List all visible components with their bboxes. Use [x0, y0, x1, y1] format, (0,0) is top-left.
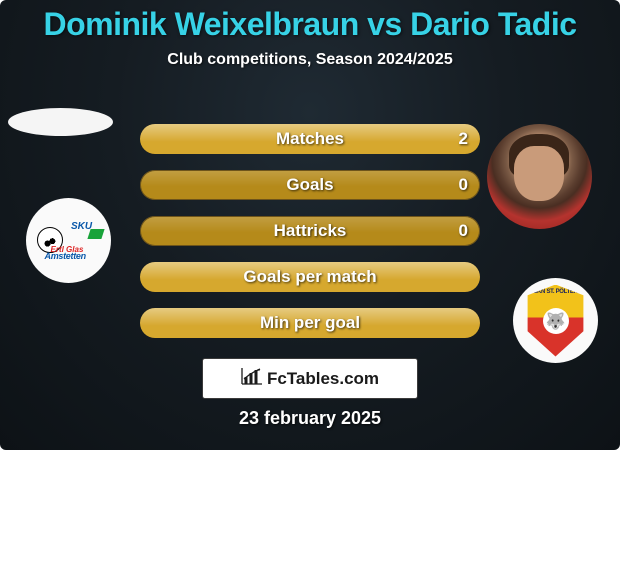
stat-bar-goals: Goals 0 — [140, 170, 480, 200]
stat-bar-matches: Matches 2 — [140, 124, 480, 154]
brand-pill[interactable]: FcTables.com — [202, 358, 418, 399]
stat-value: 0 — [459, 170, 468, 200]
stat-value: 2 — [459, 124, 468, 154]
stat-label: Min per goal — [140, 308, 480, 338]
brand-text: FcTables.com — [267, 369, 379, 389]
stat-bar-hattricks: Hattricks 0 — [140, 216, 480, 246]
club1-badge-graphic: SKU Ertl Glas Amstetten — [37, 221, 101, 261]
player1-avatar-placeholder — [8, 108, 113, 136]
comparison-subtitle: Club competitions, Season 2024/2025 — [0, 51, 620, 69]
club2-arc-text: SKN ST. PÖLTEN — [525, 289, 587, 295]
snapshot-date: 23 february 2025 — [0, 408, 620, 429]
player1-club-badge: SKU Ertl Glas Amstetten — [26, 198, 111, 283]
player2-avatar — [487, 124, 592, 229]
stat-label: Goals — [140, 170, 480, 200]
stat-bar-min-per-goal: Min per goal — [140, 308, 480, 338]
stat-label: Goals per match — [140, 262, 480, 292]
stat-label: Matches — [140, 124, 480, 154]
club2-badge-graphic: SKN ST. PÖLTEN 🐺 — [525, 285, 587, 357]
bar-chart-icon — [241, 367, 263, 390]
stat-label: Hattricks — [140, 216, 480, 246]
player2-club-badge: SKN ST. PÖLTEN 🐺 — [513, 278, 598, 363]
club1-text-bottom: Amstetten — [45, 251, 86, 261]
stats-column: Matches 2 Goals 0 Hattricks 0 Goals per … — [140, 124, 480, 354]
comparison-card: Dominik Weixelbraun vs Dario Tadic Club … — [0, 0, 620, 450]
stat-value: 0 — [459, 216, 468, 246]
stat-bar-goals-per-match: Goals per match — [140, 262, 480, 292]
club1-accent — [87, 229, 104, 239]
wolf-icon: 🐺 — [546, 311, 566, 331]
comparison-title: Dominik Weixelbraun vs Dario Tadic — [0, 0, 620, 43]
